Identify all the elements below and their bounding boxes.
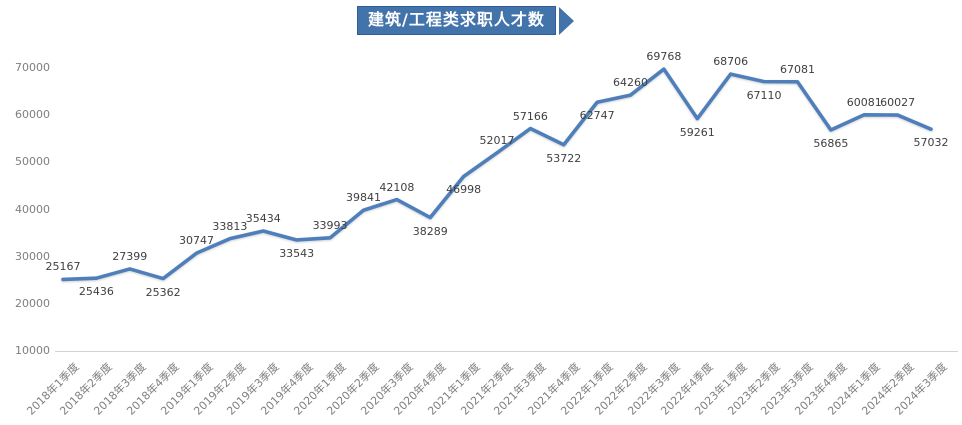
data-label: 25436 bbox=[78, 285, 114, 299]
data-label: 67110 bbox=[746, 88, 782, 102]
data-label: 64260 bbox=[613, 76, 649, 90]
data-label: 25362 bbox=[145, 285, 181, 299]
data-label: 53722 bbox=[546, 151, 582, 165]
data-label: 33813 bbox=[212, 219, 248, 233]
y-axis-tick-label: 50000 bbox=[15, 155, 50, 169]
data-label: 69768 bbox=[646, 50, 682, 64]
line-series bbox=[61, 67, 933, 282]
y-axis-tick-label: 30000 bbox=[15, 249, 50, 263]
banner-arrow-icon bbox=[558, 6, 574, 35]
data-label: 59261 bbox=[679, 125, 715, 139]
data-label: 35434 bbox=[245, 212, 281, 226]
y-axis-tick-label: 20000 bbox=[15, 296, 50, 310]
data-label: 38289 bbox=[412, 224, 448, 238]
chart-title-banner: 建筑/工程类求职人才数 bbox=[357, 6, 574, 35]
data-label: 60027 bbox=[880, 96, 916, 110]
chart-title: 建筑/工程类求职人才数 bbox=[357, 6, 556, 35]
data-label: 25167 bbox=[45, 260, 81, 274]
y-axis-tick-label: 40000 bbox=[15, 202, 50, 216]
data-label: 46998 bbox=[446, 183, 482, 197]
data-label: 30747 bbox=[179, 234, 215, 248]
data-label: 39841 bbox=[345, 191, 381, 205]
data-label: 68706 bbox=[713, 55, 749, 69]
data-label: 60081 bbox=[846, 95, 882, 109]
data-label: 42108 bbox=[379, 180, 415, 194]
data-label: 57032 bbox=[913, 136, 949, 150]
data-label: 52017 bbox=[479, 133, 515, 147]
data-label: 67081 bbox=[779, 62, 815, 76]
y-axis-tick-label: 70000 bbox=[15, 61, 50, 74]
y-axis-tick-label: 10000 bbox=[15, 344, 50, 357]
y-axis-tick-label: 60000 bbox=[15, 108, 50, 122]
data-label: 56865 bbox=[813, 136, 849, 150]
data-label: 33993 bbox=[312, 218, 348, 232]
data-label: 27399 bbox=[112, 249, 148, 263]
data-label: 57166 bbox=[512, 109, 548, 123]
data-label: 33543 bbox=[279, 246, 315, 260]
data-label: 62747 bbox=[579, 109, 615, 123]
